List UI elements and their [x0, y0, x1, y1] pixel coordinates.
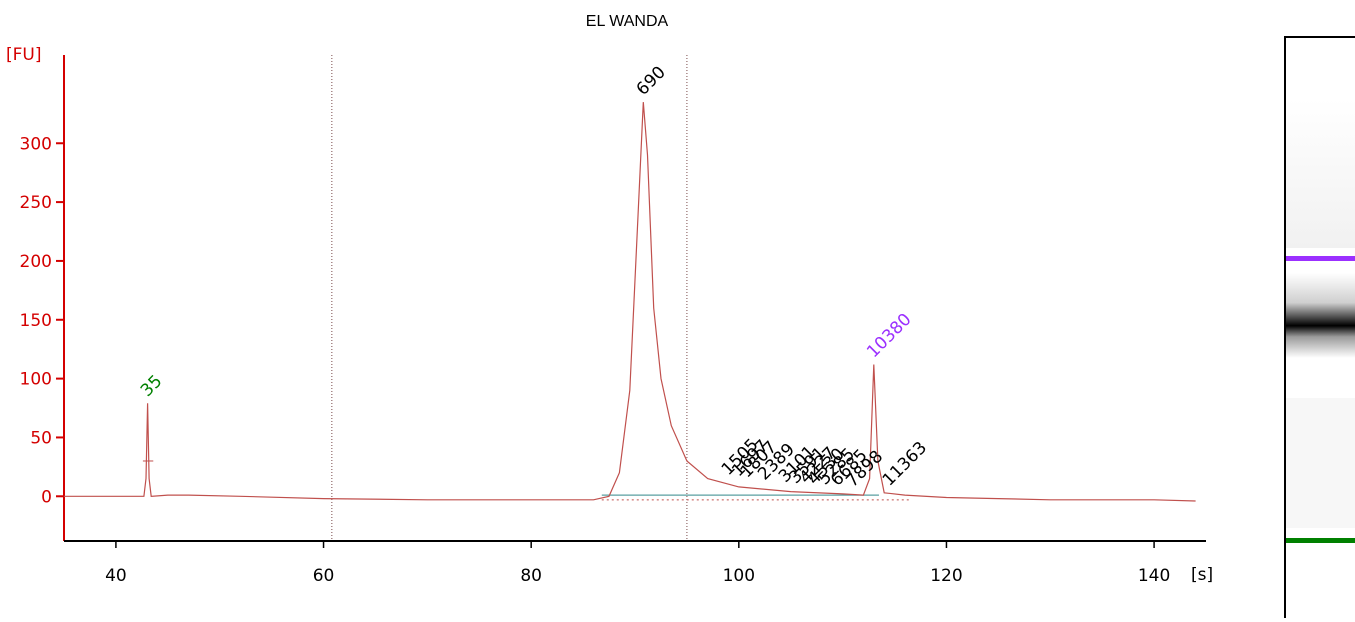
x-tick-label: 60: [313, 566, 335, 586]
gel-shadow: [1286, 398, 1355, 528]
y-tick-label: 150: [20, 311, 52, 331]
x-tick-label: 40: [105, 566, 127, 586]
peak-labels: 3569010380150516971807238931013591422745…: [137, 63, 931, 492]
trace-layer: [64, 102, 1196, 502]
peak-label-10380: 10380: [863, 310, 915, 362]
gel-lane: [1284, 36, 1355, 618]
gel-band-690: [1286, 273, 1355, 358]
peak-baseline: [142, 460, 911, 501]
chart-title: EL WANDA: [586, 13, 669, 30]
y-tick-label: 200: [20, 252, 52, 272]
y-axis-label: [FU]: [6, 45, 42, 65]
gel-lower-marker-band: [1286, 538, 1355, 543]
y-axis: 0 50 100 150 200 250 300: [20, 55, 65, 541]
x-tick-label: 140: [1138, 566, 1170, 586]
y-tick-label: 250: [20, 193, 52, 213]
x-tick-label: 120: [930, 566, 962, 586]
x-axis: 40 60 80 100 120 140: [64, 540, 1206, 586]
x-tick-label: 80: [520, 566, 542, 586]
gel-background: [1286, 98, 1355, 248]
gel-lane-image: [1286, 98, 1355, 543]
x-axis-label: [s]: [1191, 565, 1213, 585]
peak-label-35: 35: [137, 371, 166, 400]
peak-label-690: 690: [633, 63, 670, 100]
x-tick-label: 100: [723, 566, 755, 586]
trace-line: [64, 102, 1196, 502]
peak-label-11363: 11363: [879, 438, 931, 490]
gel-upper-marker-band: [1286, 256, 1355, 261]
y-tick-label: 100: [20, 370, 52, 390]
y-tick-label: 300: [20, 134, 52, 154]
electropherogram-chart: EL WANDA [FU] [s] 0 50 100 150 200 250 300 40 6…: [6, 13, 1213, 586]
y-tick-label: 0: [41, 487, 52, 507]
y-tick-label: 50: [30, 428, 52, 448]
